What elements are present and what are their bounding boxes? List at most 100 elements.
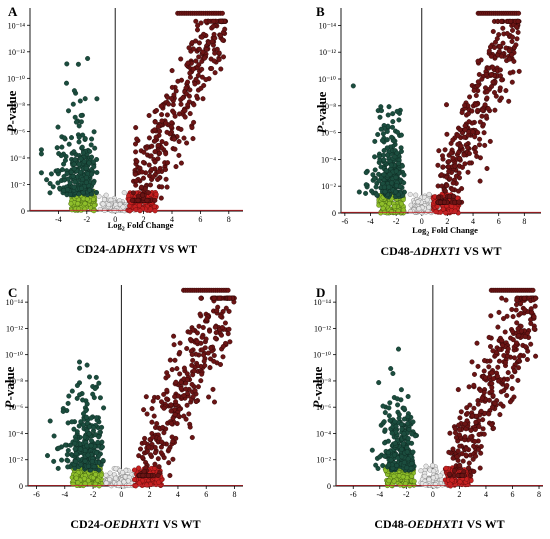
data-point (394, 463, 400, 469)
data-point (190, 66, 196, 72)
data-point (473, 419, 479, 425)
y-tick-label: 10⁻¹⁴ (6, 298, 24, 307)
data-point (145, 189, 151, 195)
data-point (191, 119, 197, 125)
data-point (373, 184, 379, 190)
data-point (422, 473, 428, 479)
data-point (187, 87, 193, 93)
data-point (164, 129, 170, 135)
scatter-points (45, 287, 237, 489)
data-point (139, 455, 145, 461)
data-point (471, 87, 477, 93)
data-point (180, 95, 186, 101)
data-point (407, 191, 413, 197)
data-point (481, 130, 487, 136)
data-point (44, 177, 50, 183)
data-point (202, 345, 208, 351)
data-point (150, 398, 156, 404)
data-point (88, 438, 94, 444)
data-point (189, 435, 195, 441)
data-point (390, 124, 396, 130)
data-point (116, 480, 122, 486)
data-point (394, 396, 400, 402)
data-point (80, 397, 86, 403)
data-point (77, 365, 83, 371)
data-point (405, 414, 411, 420)
data-point (410, 449, 416, 455)
data-point (454, 454, 460, 460)
data-point (92, 145, 98, 151)
data-point (383, 168, 389, 174)
data-point (455, 387, 461, 393)
y-tick-label: 0 (332, 209, 336, 218)
data-point (483, 375, 489, 381)
data-point (169, 367, 175, 373)
data-point (372, 138, 378, 144)
y-tick-label: 10⁻² (316, 456, 331, 465)
data-point (107, 476, 113, 482)
y-tick-label: 10⁻² (10, 180, 25, 189)
data-point (56, 445, 62, 451)
data-point (486, 48, 492, 54)
data-point (418, 468, 424, 474)
data-point (184, 140, 190, 146)
data-point (374, 192, 380, 198)
data-point (71, 166, 77, 172)
data-point (113, 475, 119, 481)
data-point (150, 434, 156, 440)
data-point (424, 197, 430, 203)
data-point (65, 400, 71, 406)
data-point (407, 208, 413, 214)
data-point (370, 172, 376, 178)
data-point (398, 422, 404, 428)
data-point (134, 158, 140, 164)
data-point (133, 125, 139, 131)
data-point (394, 150, 400, 156)
data-point (170, 438, 176, 444)
data-point (158, 450, 164, 456)
data-point (184, 402, 190, 408)
data-point (134, 136, 140, 142)
data-point (478, 444, 484, 450)
data-point (168, 408, 174, 414)
data-point (71, 184, 77, 190)
data-point (401, 180, 407, 186)
data-point (396, 346, 402, 352)
x-tick-label: 6 (204, 490, 208, 499)
data-point (452, 163, 458, 169)
x-tick-label: 2 (148, 490, 152, 499)
data-point (72, 114, 78, 120)
data-point (426, 191, 432, 197)
scatter-points (350, 10, 522, 216)
data-point (94, 96, 100, 102)
data-point (70, 481, 76, 487)
data-point (158, 103, 164, 109)
y-tick-label: 10⁻¹⁴ (314, 298, 332, 307)
data-point (466, 384, 472, 390)
data-point (47, 190, 53, 196)
data-point (170, 102, 176, 108)
data-point (197, 311, 203, 317)
data-point (514, 340, 520, 346)
data-point (158, 195, 164, 201)
data-point (528, 321, 534, 327)
data-point (382, 427, 388, 433)
data-point (61, 135, 67, 141)
data-point (218, 313, 224, 319)
data-point (75, 480, 81, 486)
data-point (193, 58, 199, 64)
data-point (178, 56, 184, 62)
data-point (377, 114, 383, 120)
data-point (185, 60, 191, 66)
data-point (51, 458, 57, 464)
data-point (379, 201, 385, 207)
data-point (211, 58, 217, 64)
data-point (404, 465, 410, 471)
data-point (498, 18, 504, 24)
data-point (409, 460, 415, 466)
data-point (141, 468, 147, 474)
data-point (66, 393, 72, 399)
data-point (387, 417, 393, 423)
data-point (471, 469, 477, 475)
data-point (457, 479, 463, 485)
